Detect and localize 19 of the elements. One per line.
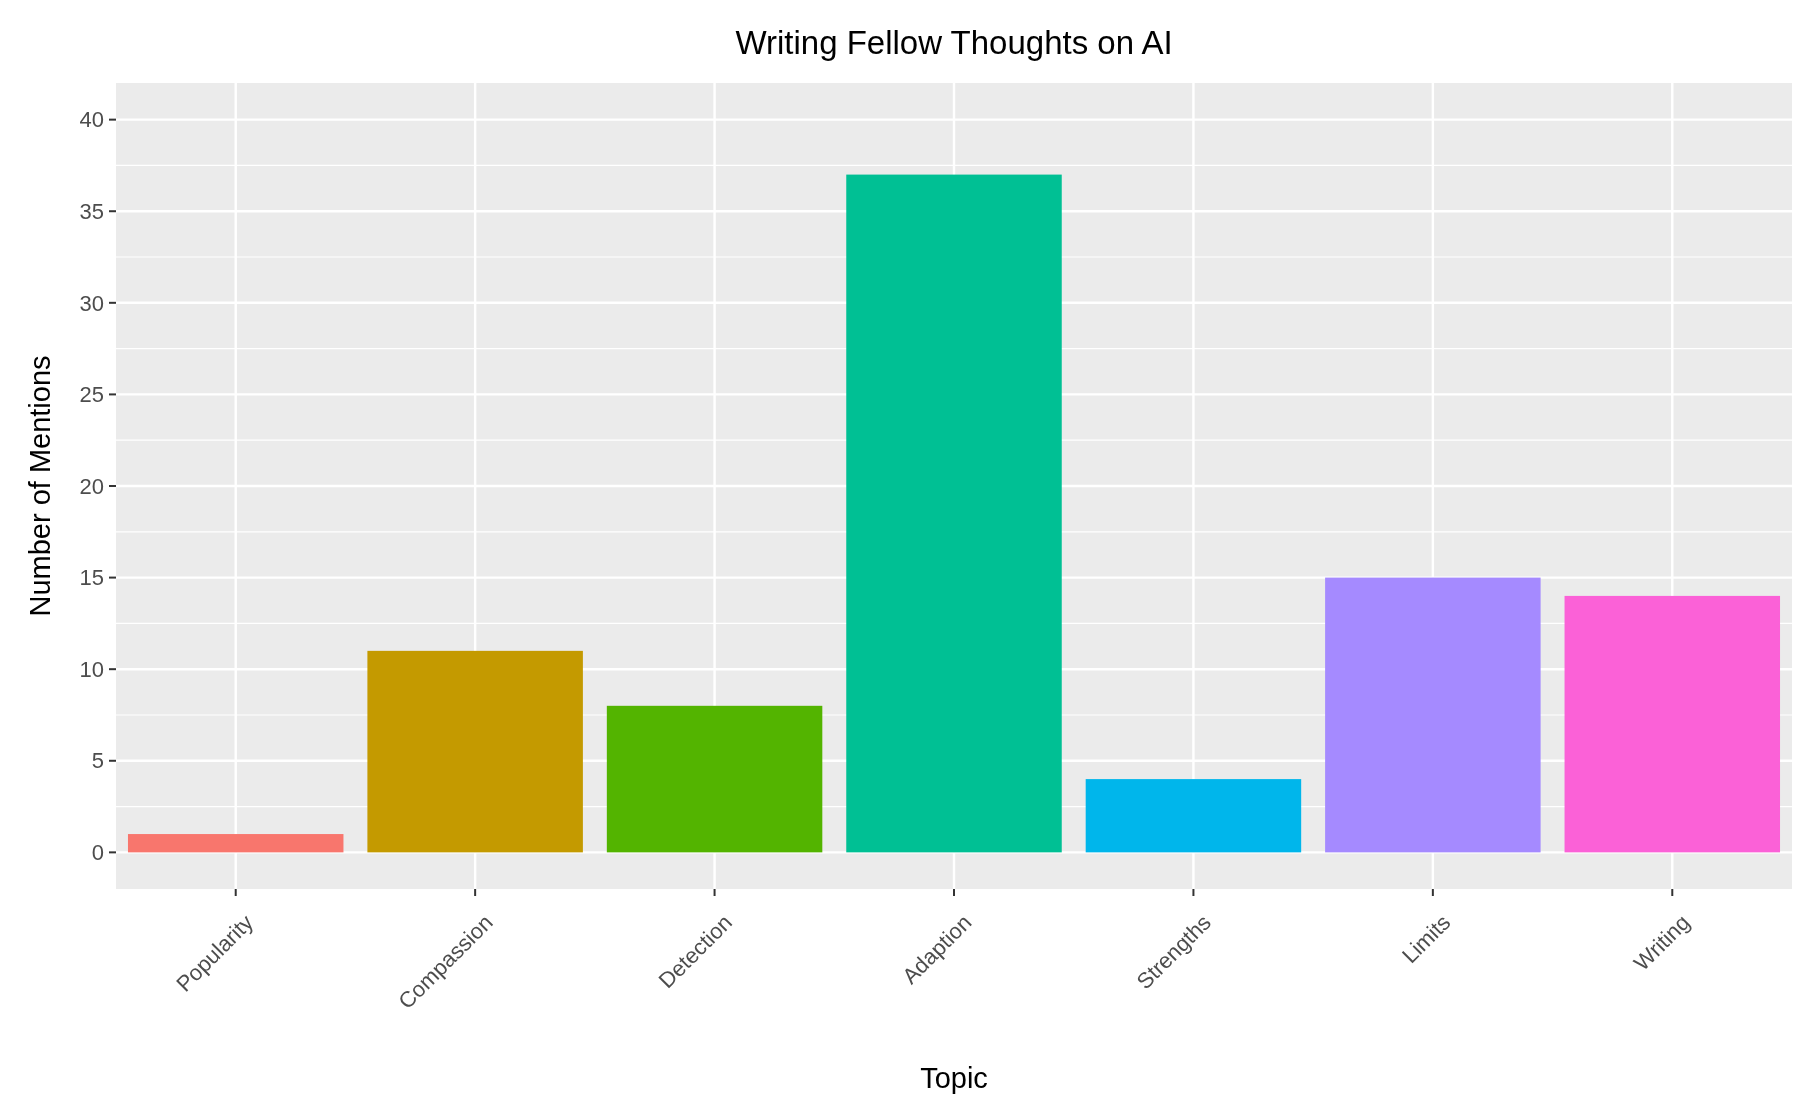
y-tick-label: 40 xyxy=(79,107,104,133)
bar xyxy=(1564,595,1781,853)
y-tick-label: 30 xyxy=(79,290,104,316)
y-axis-title: Number of Mentions xyxy=(24,355,56,617)
y-tick-label: 35 xyxy=(79,198,104,224)
bar xyxy=(1085,779,1302,853)
bar xyxy=(606,705,823,853)
bar xyxy=(846,174,1062,853)
y-tick-label: 0 xyxy=(91,840,104,866)
y-tick-label: 20 xyxy=(79,473,104,499)
y-tick-label: 25 xyxy=(79,382,104,408)
y-tick-label: 10 xyxy=(79,656,104,682)
y-tick-label: 5 xyxy=(91,748,104,774)
chart-title: Writing Fellow Thoughts on AI xyxy=(735,24,1173,61)
bar xyxy=(127,834,344,853)
bar xyxy=(1325,577,1541,853)
bar xyxy=(367,650,583,853)
y-tick-label: 15 xyxy=(79,565,104,591)
x-axis-title: Topic xyxy=(920,1062,988,1094)
